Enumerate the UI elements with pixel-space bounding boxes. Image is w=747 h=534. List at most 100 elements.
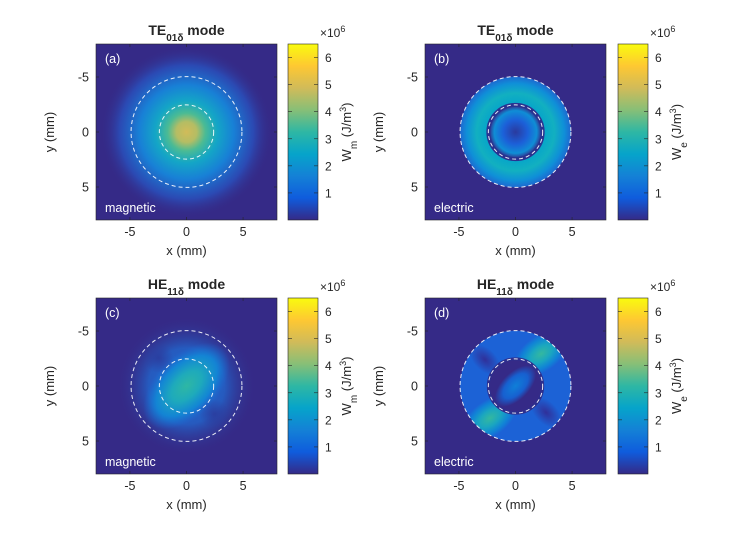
chart-title: HE11δ mode	[148, 276, 226, 298]
x-tick-label: 5	[569, 225, 576, 239]
chart-title: HE11δ mode	[477, 276, 555, 298]
x-tick-label: -5	[124, 225, 135, 239]
panel-label: (b)	[434, 52, 449, 66]
outer-boundary-circle	[459, 330, 572, 442]
colorbar	[287, 43, 319, 221]
y-tick-label: 5	[82, 181, 89, 195]
electric-field-lobe	[462, 395, 517, 441]
panel-label: (d)	[434, 306, 449, 320]
colorbar-tick-label: 3	[655, 132, 662, 146]
y-axis-label: y (mm)	[371, 112, 386, 152]
panel-a: -5 0 5 -5 0 5 x (mm) y (mm) TE01δ mode (a) magneti…	[42, 22, 360, 258]
electric-field-lobe	[514, 331, 569, 377]
electric-field-null	[530, 396, 562, 428]
colorbar-tick-label: 2	[655, 159, 662, 173]
x-tick-label: 0	[512, 479, 519, 493]
colorbar-tick-label: 3	[325, 386, 332, 400]
colorbar-tick-label: 2	[325, 159, 332, 173]
inner-boundary-circle	[158, 358, 215, 414]
electric-field-center	[488, 105, 543, 159]
chart-title: TE01δ mode	[477, 22, 554, 44]
colorbar	[617, 297, 649, 475]
panel-d: -5 0 5 -5 0 5 x (mm) y (mm) HE11δ mode (d) electri…	[371, 276, 690, 512]
x-axis-label: x (mm)	[166, 243, 206, 258]
x-tick-label: 0	[183, 479, 190, 493]
colorbar-tick-label: 2	[655, 413, 662, 427]
colorbar-label: We (J/m3)	[668, 358, 690, 414]
y-axis-label: y (mm)	[371, 366, 386, 406]
y-tick-label: -5	[407, 71, 418, 85]
x-axis-label: x (mm)	[166, 497, 206, 512]
colorbar-multiplier: ×106	[650, 24, 675, 40]
panel-b: -5 0 5 -5 0 5 x (mm) y (mm) TE01δ mode (b) electri…	[371, 22, 690, 258]
field-type-label: magnetic	[105, 201, 156, 215]
chart-title: TE01δ mode	[148, 22, 225, 44]
y-tick-label: 5	[411, 435, 418, 449]
x-tick-label: 5	[240, 225, 247, 239]
panel-label: (c)	[105, 306, 120, 320]
field-map	[425, 44, 606, 220]
field-type-label: magnetic	[105, 455, 156, 469]
electric-field-center	[494, 365, 537, 407]
outer-boundary-circle	[130, 76, 243, 188]
colorbar-label: We (J/m3)	[668, 104, 690, 160]
colorbar-tick-label: 1	[325, 440, 332, 454]
colorbar-tick-label: 1	[655, 186, 662, 200]
y-tick-label: -5	[78, 71, 89, 85]
magnetic-field-null	[143, 343, 174, 373]
colorbar-tick-label: 4	[655, 359, 662, 373]
y-tick-label: 0	[82, 380, 89, 394]
colorbar-tick-label: 1	[325, 186, 332, 200]
colorbar-tick-label: 5	[325, 78, 332, 92]
colorbar-tick-label: 6	[325, 305, 332, 319]
x-tick-label: 5	[240, 479, 247, 493]
colorbar	[287, 297, 319, 475]
panel-c: -5 0 5 -5 0 5 x (mm) y (mm) HE11δ mode (c) magneti…	[42, 276, 360, 512]
x-tick-label: 0	[183, 225, 190, 239]
x-tick-label: 5	[569, 479, 576, 493]
y-tick-label: -5	[407, 325, 418, 339]
colorbar-tick-label: 6	[325, 51, 332, 65]
panel-label: (a)	[105, 52, 120, 66]
inner-boundary-circle	[158, 104, 215, 160]
outer-boundary-circle	[130, 330, 243, 442]
x-tick-label: -5	[453, 225, 464, 239]
colorbar-tick-label: 5	[655, 332, 662, 346]
y-tick-label: 0	[411, 126, 418, 140]
x-tick-label: -5	[453, 479, 464, 493]
colorbar-tick-label: 4	[325, 359, 332, 373]
y-tick-label: -5	[78, 325, 89, 339]
magnetic-field-core	[100, 46, 273, 218]
y-tick-label: 5	[411, 181, 418, 195]
colorbar-tick-label: 1	[655, 440, 662, 454]
colorbar-multiplier: ×106	[320, 278, 345, 294]
x-tick-label: 0	[512, 225, 519, 239]
colorbar-tick-label: 2	[325, 413, 332, 427]
field-type-label: electric	[434, 201, 474, 215]
inner-boundary-circle	[487, 104, 544, 160]
field-type-label: electric	[434, 455, 474, 469]
field-map	[96, 298, 277, 474]
colorbar	[617, 43, 649, 221]
colorbar-tick-label: 6	[655, 305, 662, 319]
colorbar-tick-label: 3	[325, 132, 332, 146]
electric-field-null	[469, 344, 501, 376]
colorbar-label: Wm (J/m3)	[338, 357, 360, 416]
colorbar-multiplier: ×106	[320, 24, 345, 40]
field-map	[96, 44, 277, 220]
y-tick-label: 5	[82, 435, 89, 449]
colorbar-label: Wm (J/m3)	[338, 103, 360, 162]
magnetic-field-null	[199, 399, 230, 429]
colorbar-tick-label: 5	[325, 332, 332, 346]
x-axis-label: x (mm)	[495, 243, 535, 258]
colorbar-tick-label: 6	[655, 51, 662, 65]
y-tick-label: 0	[411, 380, 418, 394]
colorbar-tick-label: 5	[655, 78, 662, 92]
y-axis-label: y (mm)	[42, 366, 57, 406]
inner-boundary-circle	[487, 358, 544, 414]
y-tick-label: 0	[82, 126, 89, 140]
x-axis-label: x (mm)	[495, 497, 535, 512]
y-axis-label: y (mm)	[42, 112, 57, 152]
colorbar-tick-label: 3	[655, 386, 662, 400]
